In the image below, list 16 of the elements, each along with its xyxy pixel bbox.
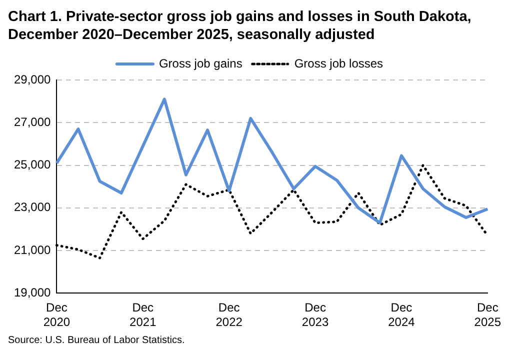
legend-label: Gross job gains — [158, 56, 242, 70]
x-tick-label: Dec 2023 — [302, 300, 329, 330]
y-tick-label: 27,000 — [14, 114, 52, 129]
legend-label: Gross job losses — [294, 56, 384, 70]
x-tick-label: Dec 2021 — [130, 300, 157, 330]
x-tick-label: Dec 2020 — [43, 300, 70, 330]
y-tick-label: 19,000 — [14, 286, 52, 300]
y-tick-label: 29,000 — [14, 72, 52, 86]
y-tick-label: 23,000 — [14, 200, 52, 214]
source-note: Source: U.S. Bureau of Labor Statistics. — [8, 335, 186, 346]
x-tick-label: Dec 2022 — [216, 300, 243, 330]
y-tick-label: 25,000 — [14, 158, 52, 172]
x-tick-label: Dec 2025 — [474, 300, 502, 330]
x-tick-label: Dec 2024 — [388, 300, 416, 330]
chart-title: Chart 1. Private-sector gross job gains and losses in South Dakota, December 2020–December 2025, seasonally adjusted — [8, 8, 472, 44]
y-tick-label: 21,000 — [14, 242, 52, 257]
